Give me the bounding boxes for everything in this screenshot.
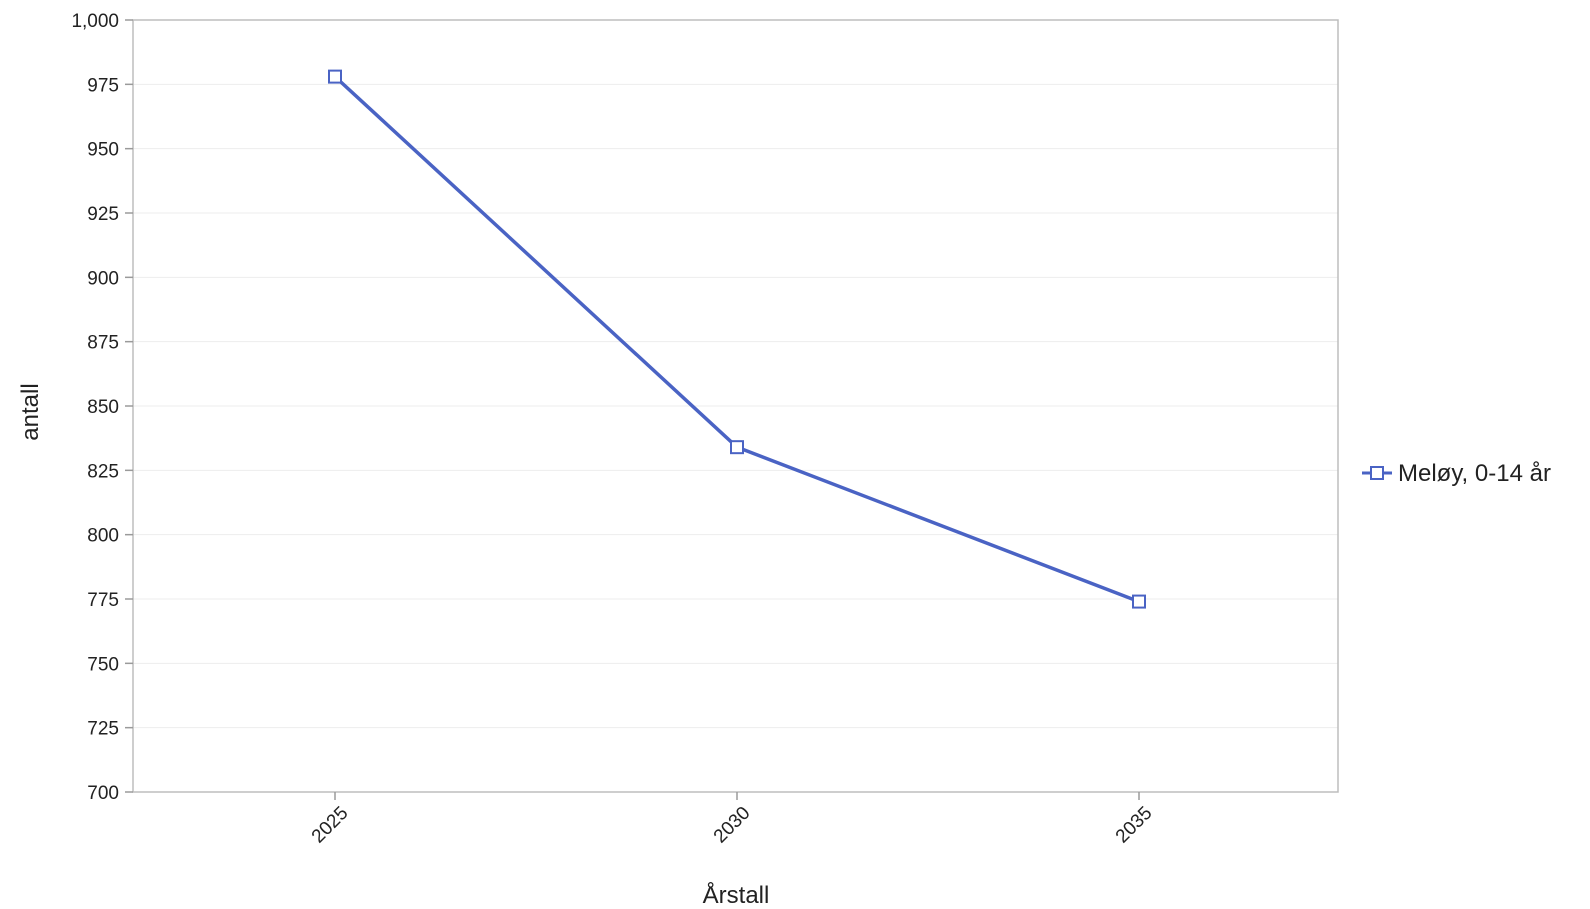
legend[interactable]: Meløy, 0-14 år	[1362, 460, 1551, 487]
x-axis-title: Årstall	[703, 881, 770, 909]
y-tick-label: 950	[87, 140, 119, 161]
y-tick-label: 750	[87, 654, 119, 675]
x-tick-label: 2035	[1112, 803, 1157, 848]
y-tick-label: 875	[87, 333, 119, 354]
x-tick-label: 2030	[710, 803, 755, 848]
y-tick-label: 700	[87, 783, 119, 804]
y-tick-label: 975	[87, 75, 119, 96]
data-point[interactable]	[730, 440, 744, 455]
legend-marker	[1370, 466, 1384, 480]
y-axis: 700 725 750 775 800 825 850 875 900 925 950 975 1,00…	[71, 11, 133, 804]
y-tick-label: 850	[87, 397, 119, 418]
x-axis: 2025 2030 2035	[308, 792, 1157, 847]
legend-label: Meløy, 0-14 år	[1398, 460, 1551, 487]
y-tick-label: 925	[87, 204, 119, 225]
y-tick-label: 725	[87, 719, 119, 740]
y-tick-label: 825	[87, 461, 119, 482]
grid-lines	[133, 83, 1338, 729]
y-tick-label: 900	[87, 268, 119, 289]
x-tick-label: 2025	[308, 803, 353, 848]
data-point[interactable]	[1132, 594, 1146, 609]
y-tick-label: 1,000	[71, 11, 119, 32]
y-tick-label: 775	[87, 590, 119, 611]
series-layer	[328, 69, 1146, 609]
data-point[interactable]	[328, 69, 342, 84]
y-axis-title: antall	[17, 383, 44, 440]
y-tick-label: 800	[87, 526, 119, 547]
